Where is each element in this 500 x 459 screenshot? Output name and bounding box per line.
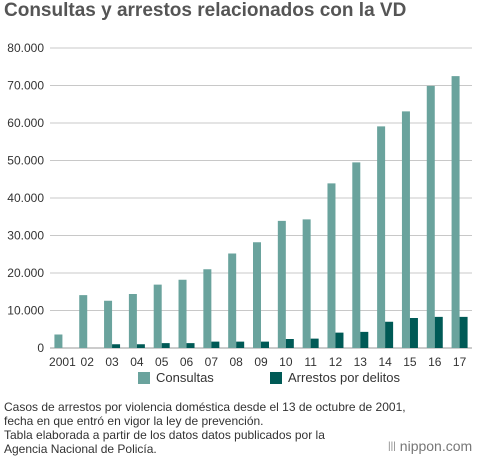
bar-arrestos: [385, 321, 394, 348]
x-tick-label: 02: [81, 355, 95, 369]
y-tick-label: 70.000: [7, 79, 44, 93]
x-tick-label: 08: [229, 355, 243, 369]
x-tick-label: 09: [254, 355, 268, 369]
x-tick-label: 17: [453, 355, 467, 369]
legend-swatch-consultas: [138, 371, 150, 384]
legend-label-arrestos: Arrestos por delitos: [288, 370, 400, 385]
x-tick-label: 12: [329, 355, 343, 369]
bar-consultas: [128, 294, 137, 348]
bars: [54, 76, 468, 348]
bar-consultas: [178, 279, 187, 348]
x-tick-label: 10: [279, 355, 293, 369]
bar-consultas: [79, 295, 88, 348]
bar-arrestos: [136, 344, 145, 348]
brand-logo: ||| nippon.com: [388, 438, 472, 454]
bar-consultas: [302, 219, 311, 348]
bar-chart: 0 10.000 20.000 30.000 40.000 50.000 60.000 70.…: [7, 41, 472, 369]
note-line: fecha en que entró en vigor la ley de pr…: [4, 414, 264, 428]
bar-arrestos: [236, 341, 245, 348]
bar-consultas: [104, 300, 113, 348]
y-tick-label: 50.000: [7, 154, 44, 168]
chart-title: Consultas y arrestos relacionados con la…: [4, 0, 407, 21]
bar-consultas: [228, 253, 237, 348]
x-tick-label: 13: [354, 355, 368, 369]
x-tick-label: 14: [378, 355, 392, 369]
legend-item-arrestos: Arrestos por delitos: [270, 370, 400, 385]
bar-consultas: [327, 183, 336, 348]
bar-arrestos: [211, 341, 220, 348]
bar-consultas: [203, 269, 212, 348]
y-tick-label: 60.000: [7, 116, 44, 130]
y-tick-label: 0: [37, 341, 44, 355]
bar-consultas: [54, 334, 63, 348]
y-tick-label: 10.000: [7, 304, 44, 318]
note-line: Tabla elaborada a partir de los datos da…: [4, 428, 325, 442]
y-tick-label: 40.000: [7, 191, 44, 205]
note-line: Casos de arrestos por violencia doméstic…: [4, 400, 406, 414]
legend-item-consultas: Consultas: [138, 370, 214, 385]
bar-arrestos: [112, 344, 121, 348]
legend-swatch-arrestos: [270, 371, 282, 384]
y-axis-ticks: 0 10.000 20.000 30.000 40.000 50.000 60.000 70.…: [7, 41, 44, 355]
bar-consultas: [377, 126, 386, 348]
bar-consultas: [401, 111, 410, 348]
x-tick-label: 07: [205, 355, 219, 369]
note-line: Agencia Nacional de Policía.: [4, 442, 157, 456]
x-tick-label: 2001: [49, 355, 76, 369]
bar-arrestos: [161, 343, 170, 348]
legend: Consultas Arrestos por delitos: [0, 370, 500, 390]
y-tick-label: 30.000: [7, 229, 44, 243]
bar-consultas: [253, 242, 261, 348]
bar-arrestos: [360, 331, 369, 348]
bar-arrestos: [186, 343, 195, 348]
x-tick-label: 06: [180, 355, 194, 369]
x-tick-label: 05: [155, 355, 169, 369]
bar-arrestos: [285, 339, 294, 348]
bar-consultas: [277, 220, 286, 348]
bar-arrestos: [335, 332, 344, 348]
x-tick-label: 15: [403, 355, 417, 369]
brand-name: nippon.com: [399, 438, 473, 454]
x-tick-label: 03: [105, 355, 119, 369]
x-tick-label: 11: [304, 355, 317, 369]
legend-label-consultas: Consultas: [156, 370, 214, 385]
y-tick-label: 80.000: [7, 41, 44, 55]
bar-arrestos: [434, 316, 443, 348]
bar-arrestos: [409, 318, 418, 348]
chart-notes: Casos de arrestos por violencia doméstic…: [4, 400, 474, 456]
bar-arrestos: [310, 338, 319, 348]
bar-consultas: [426, 85, 435, 348]
bar-consultas: [153, 284, 162, 348]
brand-mark-icon: |||: [388, 440, 396, 452]
x-axis-ticks: 2001 02 03 04 05 06 07 08 09 10 11 12 13 14 15 16 17: [49, 355, 467, 369]
bar-arrestos: [261, 341, 269, 348]
bar-arrestos: [459, 316, 468, 348]
y-tick-label: 20.000: [7, 266, 44, 280]
bar-consultas: [352, 162, 361, 348]
x-tick-label: 16: [428, 355, 442, 369]
bar-consultas: [451, 76, 460, 348]
x-tick-label: 04: [130, 355, 144, 369]
